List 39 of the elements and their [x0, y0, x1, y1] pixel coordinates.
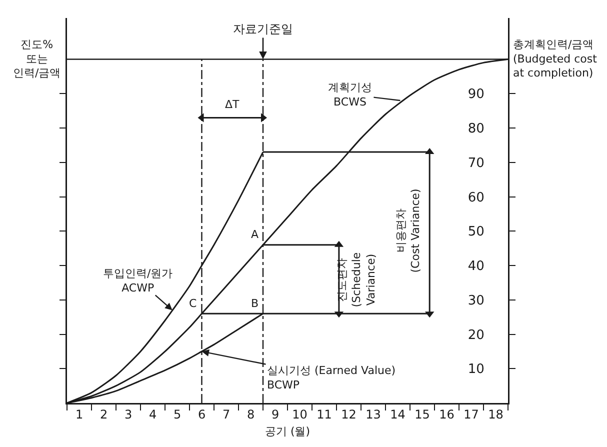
annotation: B: [251, 297, 259, 310]
ref-line-label: 총계획인력/금액 (Budgeted cost at completion): [513, 38, 598, 80]
y-axis-title: 진도% 또는 인력/금액: [13, 38, 61, 80]
y-tick-label: 90: [468, 87, 484, 102]
x-tick-label: 8: [246, 408, 255, 422]
x-tick-label: 10: [292, 408, 308, 422]
annotation: A: [251, 228, 259, 241]
y-tick-label: 40: [468, 259, 484, 274]
y-tick-label: 50: [468, 224, 484, 240]
x-tick-label: 12: [341, 408, 356, 422]
x-tick-label: 17: [464, 408, 479, 422]
x-tick-label: 4: [148, 408, 157, 422]
x-tick-label: 9: [271, 408, 280, 422]
y-tick-label: 10: [468, 362, 484, 378]
x-tick-label: 15: [414, 408, 430, 422]
ref-line-label: 자료기준일: [233, 22, 293, 36]
x-tick-label: 16: [439, 408, 454, 422]
y-tick-label: 80: [468, 122, 484, 137]
y-tick-label: 70: [468, 156, 484, 171]
x-tick-label: 3: [124, 408, 132, 422]
annotation: 투입인력/원가 ACWP: [103, 267, 173, 294]
y-tick-label: 60: [468, 190, 484, 206]
x-tick-label: 1: [75, 408, 84, 422]
x-tick-label: 2: [100, 408, 108, 422]
x-tick-label: 5: [173, 408, 182, 422]
annotation: C: [189, 297, 197, 310]
x-tick-label: 18: [488, 408, 504, 422]
x-tick-label: 11: [316, 408, 332, 422]
y-tick-label: 20: [468, 328, 484, 343]
y-tick-label: 30: [468, 293, 484, 308]
annotation: 실시기성 (Earned Value) BCWP: [267, 364, 396, 392]
annotation: ΔT: [225, 98, 240, 111]
annotation: 계획기성 BCWS: [328, 81, 372, 108]
x-tick-label: 6: [198, 408, 206, 422]
x-tick-label: 14: [390, 408, 406, 422]
x-tick-label: 7: [222, 408, 230, 422]
x-axis-title: 공기 (월): [264, 424, 310, 438]
annotation: 비용편차 (Cost Variance): [394, 188, 422, 273]
x-tick-label: 13: [366, 408, 381, 422]
